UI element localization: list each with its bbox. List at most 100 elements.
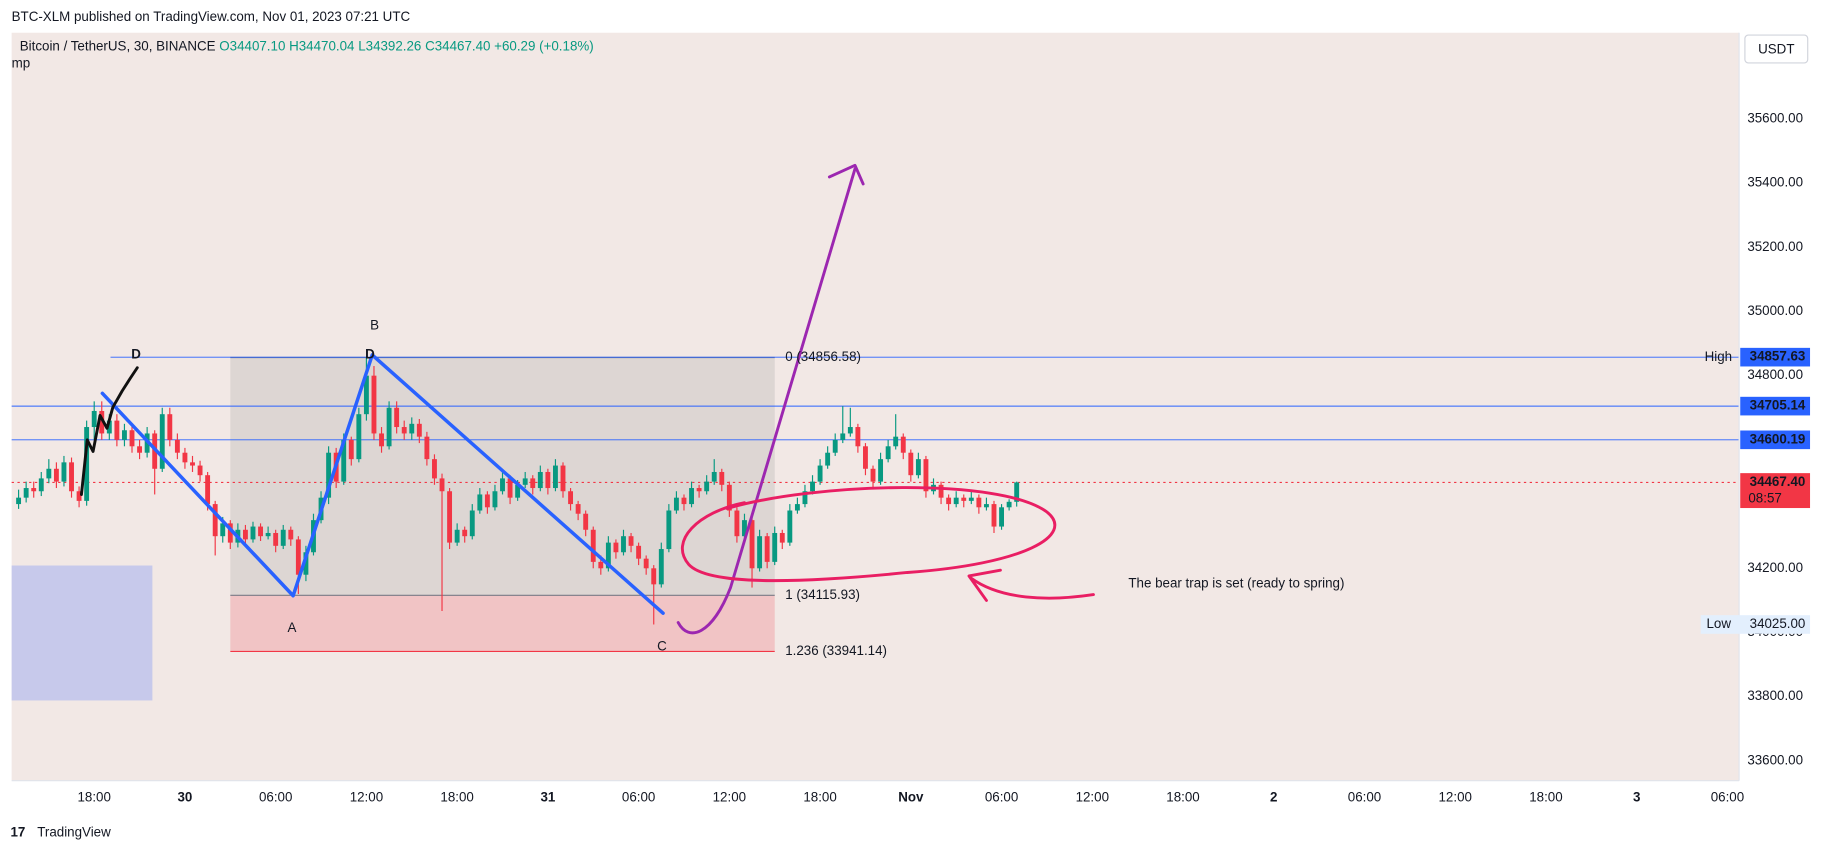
quote-high: H34470.04 <box>289 38 355 53</box>
candle-body <box>484 494 490 508</box>
x-tick-label: 18:00 <box>1166 790 1199 805</box>
legend: Bitcoin / TetherUS, 30, BINANCE O34407.1… <box>20 38 594 53</box>
candle-body <box>651 568 657 585</box>
zone-box <box>11 565 153 701</box>
candle-body <box>673 497 679 511</box>
y-tick-label: 35600.00 <box>1747 110 1803 125</box>
candle-body <box>658 549 664 585</box>
x-tick-label: 12:00 <box>1076 790 1109 805</box>
candle-body <box>711 471 717 482</box>
candle-body <box>749 520 755 569</box>
candle-body <box>915 459 921 476</box>
candle-body <box>167 414 173 440</box>
candle-body <box>61 462 67 482</box>
candle-body <box>537 471 543 489</box>
y-tick-label: 35400.00 <box>1747 175 1803 190</box>
candle-body <box>923 459 929 492</box>
candle-body <box>84 427 90 501</box>
candle-body <box>16 497 22 505</box>
candle-body <box>515 484 521 498</box>
candle-body <box>295 539 301 575</box>
candle-body <box>908 452 914 476</box>
candle-body <box>991 504 997 527</box>
candle-body <box>53 468 59 482</box>
y-tick-label: 35000.00 <box>1747 303 1803 318</box>
last-price-label: 34467.40 <box>1750 474 1806 489</box>
x-tick-label: 2 <box>1270 790 1277 805</box>
candle-body <box>968 497 974 501</box>
x-tick-label: 12:00 <box>1439 790 1472 805</box>
plot-background <box>11 32 1740 781</box>
candle-body <box>696 488 702 492</box>
candle-body <box>212 504 218 537</box>
fib-zone-lower <box>230 595 775 652</box>
marker: D <box>131 346 141 361</box>
candle-body <box>394 407 400 428</box>
candle-body <box>386 407 392 447</box>
quote-close: C34467.40 <box>425 38 490 53</box>
x-tick-label: 18:00 <box>803 790 836 805</box>
candle-body <box>1006 501 1012 508</box>
candle-body <box>999 507 1004 527</box>
y-tick-label: 34200.00 <box>1747 560 1803 575</box>
candle-body <box>666 510 672 550</box>
candle-body <box>265 532 271 537</box>
candle-body <box>575 504 581 514</box>
low-label: 34025.00 <box>1750 616 1806 631</box>
candle-body <box>303 552 309 575</box>
currency: USDT <box>1758 42 1794 57</box>
purple-arrow <box>676 167 857 635</box>
symbol: Bitcoin / TetherUS, 30, BINANCE <box>20 38 216 53</box>
candle-body <box>288 529 294 540</box>
candle-body <box>885 446 891 460</box>
x-tick-label: 06:00 <box>622 790 655 805</box>
candle-body <box>220 523 226 537</box>
candle-body <box>348 439 354 460</box>
candle-body <box>122 430 127 440</box>
annotation: The bear trap is set (ready to spring) <box>1128 576 1344 591</box>
candle-body <box>900 436 906 453</box>
black-squiggle <box>79 366 139 497</box>
fib-label: 1 (34115.93) <box>785 587 860 602</box>
marker: D <box>365 346 375 361</box>
candle-body <box>863 446 868 469</box>
candle-body <box>613 542 619 553</box>
candle-body <box>855 427 861 447</box>
candle-body <box>983 504 989 508</box>
candle-body <box>462 529 468 537</box>
candle-body <box>91 410 97 428</box>
candle-body <box>46 468 52 479</box>
title-fragment: mp <box>12 56 31 71</box>
candle-body <box>726 484 732 511</box>
y-tick-label: 33800.00 <box>1747 688 1803 703</box>
candle-body <box>432 459 437 479</box>
candle-body <box>1014 482 1020 502</box>
candle-body <box>810 481 815 492</box>
candle-body <box>530 478 536 489</box>
candle-body <box>190 462 195 466</box>
candle-body <box>946 497 952 505</box>
quote-change-pct: (+0.18%) <box>539 38 594 53</box>
candle-body <box>878 459 884 482</box>
candle-body <box>280 529 286 546</box>
low-box <box>1700 615 1811 634</box>
candle-body <box>197 465 203 476</box>
candle-body <box>817 465 823 482</box>
candle-body <box>341 439 347 482</box>
drawings <box>79 163 1095 635</box>
candle-body <box>205 475 211 505</box>
x-tick-label: Nov <box>898 790 924 805</box>
candle-body <box>31 488 37 492</box>
last-price-box <box>1740 473 1811 509</box>
candle-body <box>779 532 785 543</box>
x-tick-label: 31 <box>540 790 555 805</box>
candle-body <box>227 523 233 543</box>
candle-body <box>500 478 505 492</box>
level-tag: 34857.63 <box>1750 349 1806 364</box>
candle-body <box>99 410 105 434</box>
candle-body <box>507 478 513 498</box>
x-tick-label: 30 <box>177 790 192 805</box>
candle-body <box>114 420 120 440</box>
x-tick-label: 18:00 <box>77 790 110 805</box>
